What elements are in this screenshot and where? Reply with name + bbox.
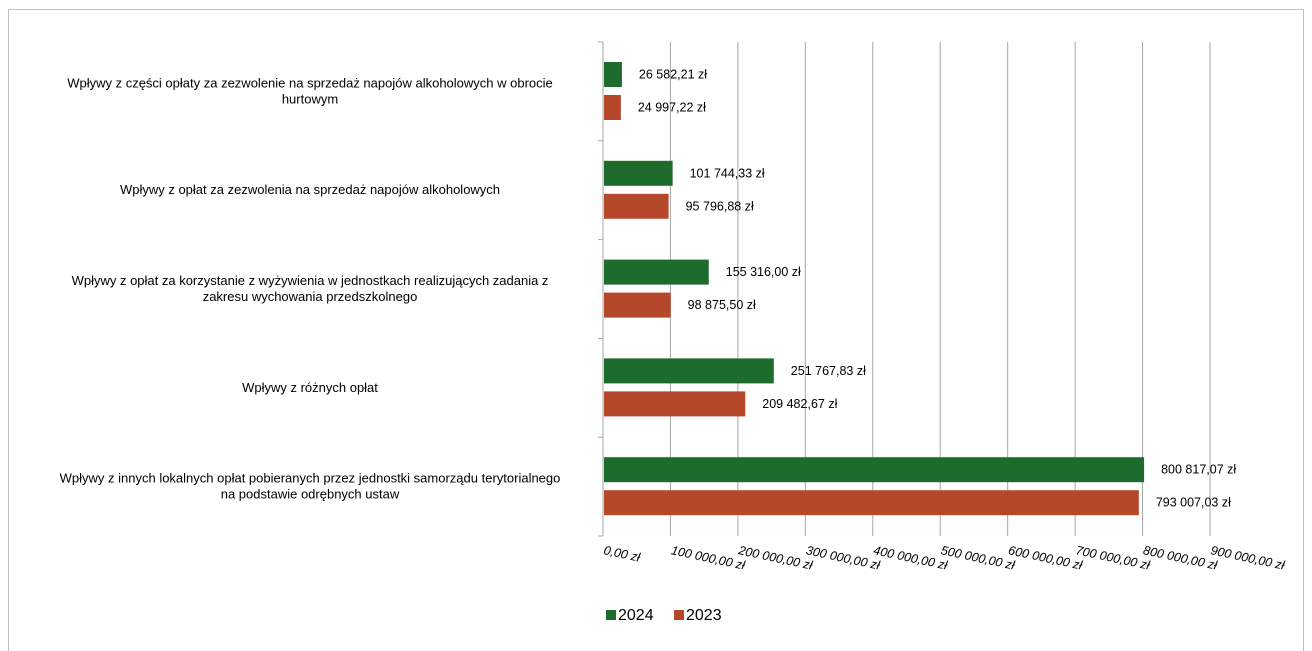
x-tick-label: 900 000,00 zł <box>1209 543 1287 573</box>
bar-2023 <box>604 95 621 120</box>
bar-2023 <box>604 391 746 417</box>
data-label-2024: 101 744,33 zł <box>690 166 765 180</box>
data-label-2023: 793 007,03 zł <box>1156 496 1231 510</box>
legend-swatch-2023 <box>674 610 684 620</box>
data-label-2024: 26 582,21 zł <box>639 68 707 82</box>
category-label: Wpływy z opłat za zezwolenia na sprzedaż… <box>120 182 500 197</box>
bar-2023 <box>604 490 1139 516</box>
data-label-2024: 155 316,00 zł <box>726 265 801 279</box>
chart-frame <box>8 9 1304 651</box>
data-label-2023: 95 796,88 zł <box>686 199 754 213</box>
x-tick-label: 300 000,00 zł <box>805 543 883 573</box>
legend-label-2024[interactable]: 2024 <box>618 607 654 624</box>
bar-2024 <box>604 358 774 384</box>
x-tick-label: 0,00 zł <box>602 543 642 565</box>
x-tick-label: 800 000,00 zł <box>1142 543 1220 573</box>
x-tick-label: 200 000,00 zł <box>736 543 815 573</box>
bar-2024 <box>604 457 1145 483</box>
category-label: Wpływy z różnych opłat <box>242 380 378 395</box>
data-label-2023: 98 875,50 zł <box>688 298 756 312</box>
x-tick-label: 700 000,00 zł <box>1074 543 1152 573</box>
bar-2024 <box>604 259 709 285</box>
bar-2023 <box>604 292 671 318</box>
bar-2024 <box>604 160 673 186</box>
category-label: Wpływy z opłat za korzystanie z wyżywien… <box>72 273 549 304</box>
legend-swatch-2024 <box>606 610 616 620</box>
bars-layer <box>604 62 1145 516</box>
data-label-2024: 800 817,07 zł <box>1161 463 1236 477</box>
data-label-2024: 251 767,83 zł <box>791 364 866 378</box>
category-label: Wpływy z części opłaty za zezwolenie na … <box>67 75 553 106</box>
x-tick-label: 600 000,00 zł <box>1007 543 1085 573</box>
data-label-2023: 24 997,22 zł <box>638 101 706 115</box>
x-tick-label: 400 000,00 zł <box>872 543 950 573</box>
legend-label-2023[interactable]: 2023 <box>686 607 722 624</box>
category-label: Wpływy z innych lokalnych opłat pobieran… <box>60 471 561 502</box>
x-tick-label: 500 000,00 zł <box>940 543 1018 573</box>
x-tick-label: 100 000,00 zł <box>670 543 748 573</box>
labels-layer: 26 582,21 zł 24 997,22 zł Wpływy z części … <box>60 68 1237 510</box>
data-label-2023: 209 482,67 zł <box>762 397 837 411</box>
legend[interactable]: 2024 2023 <box>606 607 722 624</box>
bar-2024 <box>604 62 622 87</box>
bar-2023 <box>604 193 669 219</box>
